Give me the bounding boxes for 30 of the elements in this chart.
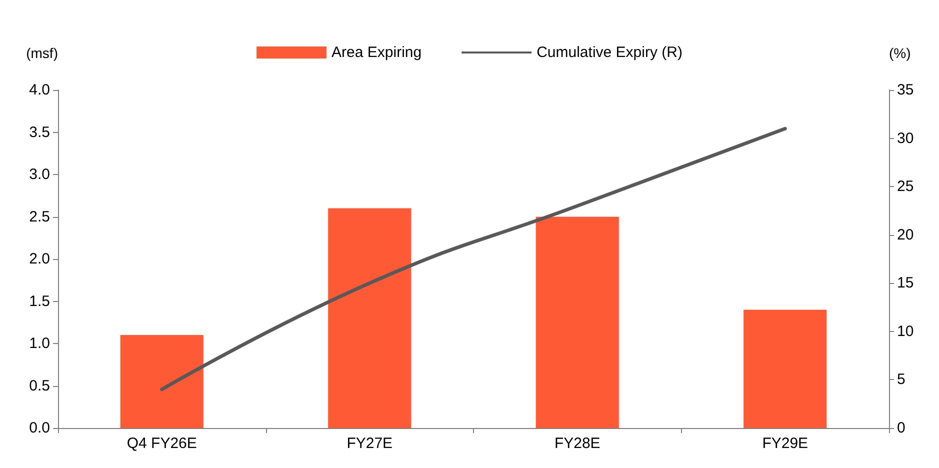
y2-tick-label: 35 xyxy=(897,82,914,98)
y2-tick-label: 0 xyxy=(897,420,906,436)
y-tick-label: 4.0 xyxy=(29,82,50,98)
bar xyxy=(536,216,619,428)
y2-tick-label: 10 xyxy=(897,322,914,340)
y-tick-label: 2.0 xyxy=(29,250,50,268)
y-tick-label: 2.5 xyxy=(29,208,50,226)
y2-axis-title: (%) xyxy=(889,45,911,61)
legend-label: Area Expiring xyxy=(332,44,422,61)
bar xyxy=(120,335,204,428)
y-tick-label: 1.0 xyxy=(29,335,50,352)
y-tick-label: 3.5 xyxy=(29,124,50,141)
y2-tick-label: 20 xyxy=(897,226,914,244)
y2-tick-label: 25 xyxy=(897,178,914,196)
x-tick-label: FY29E xyxy=(762,435,808,452)
y2-tick-label: 5 xyxy=(897,371,906,388)
bar xyxy=(328,208,412,428)
y2-tick-label: 30 xyxy=(897,130,914,147)
x-tick-label: Q4 FY26E xyxy=(126,435,197,452)
bar xyxy=(744,310,827,428)
y-tick-label: 0.5 xyxy=(29,377,50,394)
y-tick-label: 3.0 xyxy=(29,166,50,183)
y-tick-label: 0.0 xyxy=(29,420,50,436)
legend-label: Cumulative Expiry (R) xyxy=(536,44,682,61)
x-tick-label: FY28E xyxy=(554,435,600,452)
y2-tick-label: 15 xyxy=(897,274,914,292)
line-series xyxy=(160,126,787,392)
y-tick-label: 1.5 xyxy=(29,292,50,310)
y-axis-title: (msf) xyxy=(26,45,58,61)
x-tick-label: FY27E xyxy=(346,435,393,452)
